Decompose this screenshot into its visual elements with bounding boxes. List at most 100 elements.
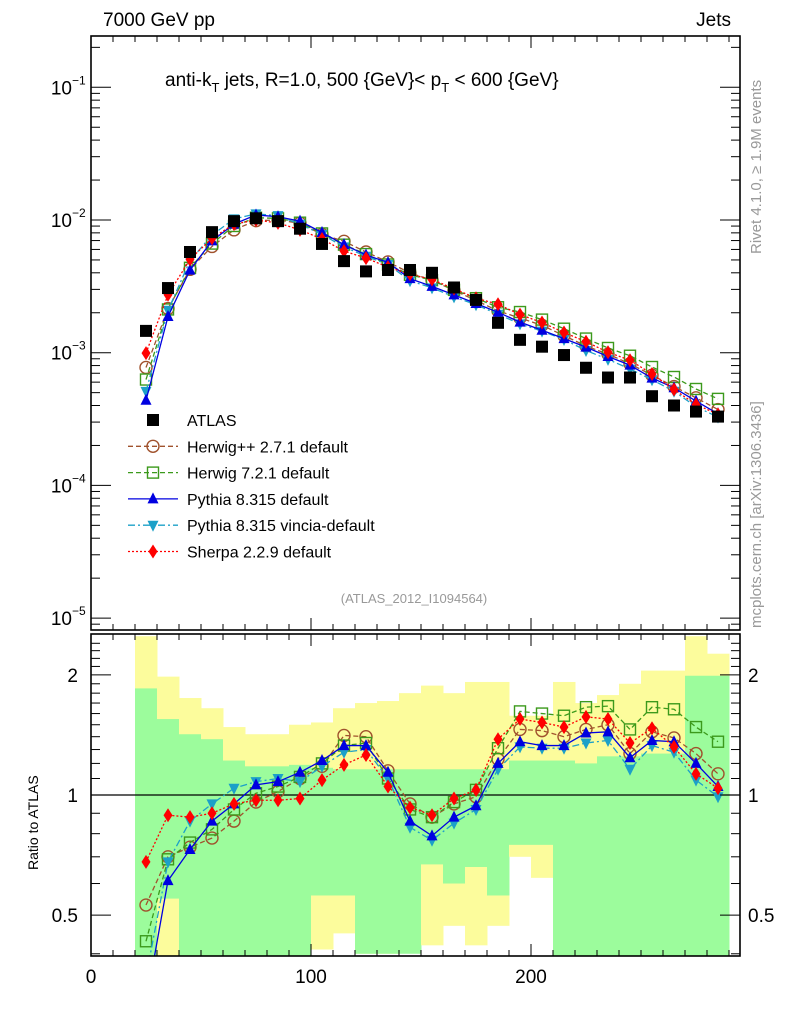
main-series-herwigpp — [139, 213, 725, 417]
main-line-pythia — [145, 214, 719, 415]
main-point-pythia — [140, 393, 152, 405]
ratio-point-pythia — [184, 843, 196, 855]
ratio-point-sherpa — [691, 766, 701, 781]
inner-band-bin — [135, 688, 158, 956]
ratio-point-sherpa — [361, 747, 371, 762]
ratio-point-sherpa — [471, 782, 481, 797]
data-point-atlas — [140, 324, 152, 337]
data-point-atlas — [294, 222, 306, 235]
inner-band-bin — [267, 766, 290, 956]
main-point-sherpa — [515, 307, 525, 322]
ratio-y-tick-label-right: 0.5 — [748, 906, 774, 927]
ratio-point-pythia — [492, 756, 504, 768]
legend-entry-pythia: Pythia 8.315 default — [128, 492, 329, 509]
main-series-sherpa — [141, 213, 723, 422]
data-point-atlas — [382, 263, 394, 276]
x-tick-label: 100 — [295, 967, 327, 988]
data-point-atlas — [690, 405, 702, 418]
ratio-point-herwig7 — [601, 699, 615, 713]
category-label: Jets — [696, 10, 731, 31]
main-point-sherpa — [141, 346, 151, 361]
ratio-point-pythia — [360, 739, 372, 751]
ratio-point-herwigpp — [205, 831, 219, 845]
ratio-point-pythia — [536, 739, 548, 751]
inner-band-bin — [619, 756, 642, 956]
inner-band-bin — [641, 753, 664, 956]
main-series-herwig7 — [139, 211, 725, 406]
ratio-point-sherpa — [713, 781, 723, 796]
y-tick-label-exponent: −3 — [72, 339, 86, 353]
main-point-sherpa — [361, 251, 371, 266]
data-point-atlas — [558, 349, 570, 362]
y-tick-label: 10 — [51, 344, 72, 365]
data-point-atlas — [426, 266, 438, 279]
ratio-y-tick-label-left: 1 — [67, 786, 78, 807]
inner-band-bin — [311, 767, 334, 896]
inner-band-bin — [707, 675, 730, 956]
ratio-point-sherpa — [141, 854, 151, 869]
data-point-atlas — [360, 265, 372, 278]
ratio-point-herwig7 — [689, 720, 703, 734]
ratio-point-sherpa — [207, 806, 217, 821]
ratio-point-sherpa — [427, 808, 437, 823]
ratio-point-pythia — [426, 829, 438, 841]
mcplots-label: mcplots.cern.ch [arXiv:1306.3436] — [748, 401, 765, 628]
data-point-atlas — [184, 245, 196, 258]
legend-label: Herwig 7.2.1 default — [187, 466, 330, 483]
ratio-point-vincia — [338, 747, 350, 759]
legend-marker — [148, 544, 158, 559]
ratio-point-sherpa — [647, 721, 657, 736]
inner-band-bin — [377, 769, 400, 954]
inner-band-bin — [355, 769, 378, 954]
data-point-atlas — [272, 215, 284, 228]
data-point-atlas — [492, 316, 504, 329]
ratio-point-pythia — [580, 726, 592, 738]
main-point-sherpa — [647, 367, 657, 382]
data-point-atlas — [580, 361, 592, 374]
inner-band-bin — [663, 753, 686, 956]
ratio-y-tick-label-left: 2 — [67, 666, 78, 687]
main-point-sherpa — [603, 345, 613, 360]
inner-band-bin — [575, 763, 598, 956]
main-series-atlas — [140, 212, 724, 423]
ratio-point-pythia — [602, 725, 614, 737]
legend-entry-herwig7: Herwig 7.2.1 default — [128, 466, 330, 483]
legend-marker — [147, 414, 159, 426]
y-tick-label: 10 — [51, 78, 72, 99]
legend-marker — [147, 520, 159, 532]
data-point-atlas — [668, 399, 680, 412]
inner-band-bin — [553, 760, 576, 956]
data-point-atlas — [404, 263, 416, 276]
inner-band-bin — [509, 760, 532, 845]
ratio-point-sherpa — [317, 773, 327, 788]
ratio-point-herwig7 — [623, 723, 637, 736]
main-panel-series — [139, 208, 725, 424]
ratio-y-tick-label-right: 2 — [748, 666, 759, 687]
legend-label: Pythia 8.315 default — [187, 492, 329, 509]
ratio-point-pythia — [646, 733, 658, 745]
ratio-point-vincia — [624, 764, 636, 776]
ratio-point-sherpa — [669, 739, 679, 754]
plot-title: anti-kT jets, R=1.0, 500 {GeV}< pT < 600… — [165, 70, 559, 95]
legend: ATLAS Herwig++ 2.7.1 default Herwig 7.2.1 … — [128, 413, 375, 562]
ratio-point-pythia — [690, 756, 702, 768]
ratio-point-sherpa — [295, 791, 305, 806]
ratio-point-sherpa — [339, 757, 349, 772]
ratio-uncertainty-bands — [91, 636, 740, 956]
main-point-pythia — [338, 238, 350, 250]
legend-entry-sherpa: Sherpa 2.2.9 default — [128, 544, 332, 562]
ratio-point-sherpa — [625, 735, 635, 750]
legend-entry-herwigpp: Herwig++ 2.7.1 default — [128, 439, 349, 456]
ratio-point-pythia — [514, 735, 526, 747]
main-point-sherpa — [625, 353, 635, 368]
y-tick-label-exponent: −1 — [72, 73, 86, 87]
main-point-sherpa — [559, 325, 569, 340]
ratio-point-pythia — [558, 739, 570, 751]
main-point-sherpa — [581, 334, 591, 349]
main-series-pythia — [140, 208, 724, 419]
ratio-point-sherpa — [185, 810, 195, 825]
main-point-sherpa — [669, 382, 679, 397]
inner-band-bin — [333, 769, 356, 896]
ratio-point-sherpa — [581, 709, 591, 724]
ratio-point-pythia — [338, 739, 350, 751]
